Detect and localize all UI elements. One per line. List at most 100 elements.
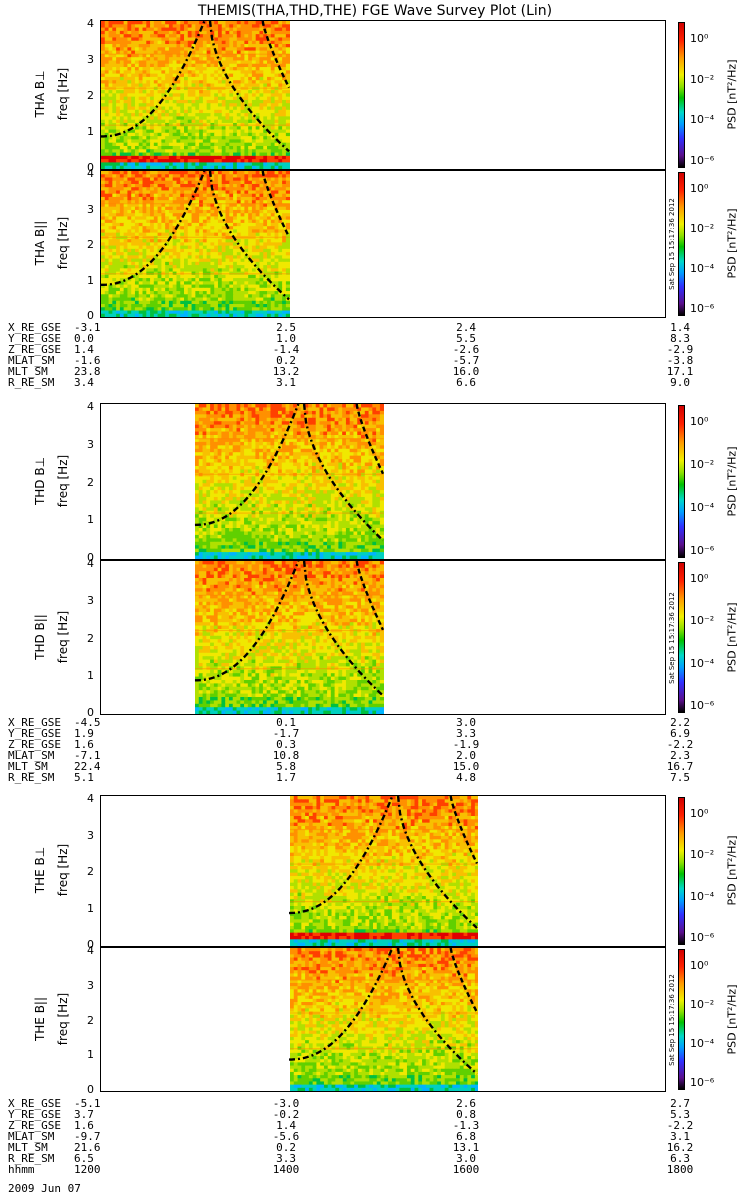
- ephemeris-row-name: X_RE_GSE: [8, 321, 61, 334]
- freq-axis-label: freq [Hz]: [56, 216, 70, 270]
- ephemeris-value: 0.1: [276, 716, 296, 729]
- colorbar-tick-label: 10⁻²: [690, 614, 715, 628]
- colorbar-tick-label: 10⁻²: [690, 222, 715, 235]
- colorbar: [678, 949, 685, 1090]
- ephemeris-row-name: Z_RE_GSE: [8, 1119, 61, 1132]
- ephemeris-value: 7.5: [670, 771, 690, 784]
- colorbar: [678, 562, 685, 713]
- freq-tick-label: 0: [87, 551, 94, 564]
- ephemeris-value: -5.1: [74, 1097, 101, 1110]
- thd-bpar-panel: [100, 560, 666, 715]
- ephemeris-value: 5.1: [74, 771, 94, 784]
- colorbar-tick-label: 10⁻⁴: [690, 656, 715, 670]
- freq-tick-label: 4: [87, 557, 94, 570]
- ephemeris-value: 1.7: [276, 771, 296, 784]
- freq-tick-label: 0: [87, 309, 94, 322]
- ephemeris-value: 6.3: [670, 1152, 690, 1165]
- freq-tick-label: 0: [87, 706, 94, 719]
- freq-tick-label: 3: [87, 978, 94, 992]
- ephemeris-value: -1.3: [452, 1119, 480, 1132]
- freq-tick-label: 0: [87, 938, 94, 951]
- ephemeris-value: -9.7: [74, 1130, 101, 1143]
- freq-axis-label: freq [Hz]: [56, 992, 70, 1045]
- ephemeris-value: 17.1: [666, 365, 694, 378]
- panel-name-label: THA B||: [33, 220, 47, 266]
- colorbar: [678, 22, 685, 168]
- ephemeris-value: 1.0: [276, 332, 296, 345]
- ephemeris-value: 2.7: [670, 1097, 690, 1110]
- ephemeris-row-name: Y_RE_GSE: [8, 332, 61, 345]
- ephemeris-value: 3.7: [74, 1108, 94, 1121]
- ephemeris-value: 5.5: [456, 332, 476, 345]
- ephemeris-value: 0.8: [456, 1108, 476, 1121]
- spectrogram-image: [101, 171, 290, 317]
- freq-tick-label: 4: [87, 792, 94, 805]
- ephemeris-row-name: X_RE_GSE: [8, 1097, 61, 1110]
- ephemeris-value: 16.7: [666, 760, 694, 773]
- colorbar-tick-label: 10⁻⁴: [690, 113, 715, 127]
- ephemeris-value: 2.4: [456, 321, 476, 334]
- ephemeris-row-name: Z_RE_GSE: [8, 343, 61, 356]
- ephemeris-value: 22.4: [74, 760, 101, 773]
- colorbar-tick-label: 10⁰: [690, 182, 709, 195]
- ephemeris-row-name: MLT_SM: [8, 1141, 48, 1154]
- colorbar-label: PSD [nT²/Hz]: [725, 59, 739, 130]
- spectrogram: [289, 796, 479, 946]
- ephemeris-value: -1.4: [272, 343, 300, 356]
- ephemeris-value: 13.1: [452, 1141, 480, 1154]
- ephemeris-value: 5.8: [276, 760, 296, 773]
- colorbar-label: PSD [nT²/Hz]: [725, 835, 739, 906]
- ephemeris-value: 16.2: [666, 1141, 694, 1154]
- freq-tick-label: 4: [87, 17, 94, 30]
- freq-tick-label: 0: [87, 161, 94, 174]
- ephemeris-row-name: MLAT_SM: [8, 354, 55, 367]
- the-bperp-panel: [100, 795, 666, 947]
- colorbar-tick-label: 10⁻⁴: [690, 889, 715, 903]
- ephemeris-value: -2.6: [452, 343, 480, 356]
- ephemeris-value: 4.8: [456, 771, 476, 784]
- freq-tick-label: 2: [87, 475, 94, 489]
- freq-tick-label: 4: [87, 944, 94, 957]
- freq-tick-label: 1: [87, 668, 94, 682]
- timestamp-stamp: Sat Sep 15 15:17:36 2012: [668, 198, 676, 290]
- freq-tick-label: 1: [87, 125, 94, 138]
- freq-tick-label: 2: [87, 631, 94, 645]
- ephemeris-value: 1200: [74, 1163, 101, 1176]
- ephemeris-value: -3.1: [74, 321, 101, 334]
- the-bpar-panel: [100, 947, 666, 1092]
- ephemeris-value: -2.2: [666, 1119, 694, 1132]
- freq-axis-label: freq [Hz]: [56, 454, 70, 507]
- ephemeris-value: 1400: [272, 1163, 300, 1176]
- ephemeris-value: 3.3: [276, 1152, 296, 1165]
- freq-axis-label: freq [Hz]: [56, 67, 70, 121]
- freq-tick-label: 3: [87, 202, 94, 216]
- ephemeris-value: 6.6: [456, 376, 476, 389]
- freq-tick-label: 1: [87, 513, 94, 527]
- ephemeris-value: -5.7: [452, 354, 480, 367]
- panel-name-label: THD B⊥: [33, 456, 47, 505]
- ephemeris-value: 1600: [452, 1163, 480, 1176]
- freq-tick-label: 3: [87, 594, 94, 608]
- ephemeris-row-name: Y_RE_GSE: [8, 1108, 61, 1121]
- ephemeris-row-name: X_RE_GSE: [8, 716, 61, 729]
- ephemeris-value: 2.0: [456, 749, 476, 762]
- ephemeris-value: 5.3: [670, 1108, 690, 1121]
- spectrogram: [101, 21, 290, 169]
- ephemeris-row-name: MLT_SM: [8, 365, 48, 378]
- panel-name-label: THE B⊥: [33, 846, 47, 894]
- panel-name-label: THE B||: [33, 996, 47, 1041]
- ephemeris-value: 1.4: [74, 343, 94, 356]
- freq-tick-label: 3: [87, 53, 94, 66]
- colorbar: [678, 172, 685, 316]
- ephemeris-value: 21.6: [74, 1141, 101, 1154]
- tha-bperp-panel: [100, 20, 666, 170]
- ephemeris-row-name: Z_RE_GSE: [8, 738, 61, 751]
- colorbar-tick-label: 10⁻⁶: [690, 154, 715, 167]
- ephemeris-value: 1800: [666, 1163, 694, 1176]
- ephemeris-value: 1.6: [74, 1119, 94, 1132]
- ephemeris-value: 6.5: [74, 1152, 94, 1165]
- freq-tick-label: 4: [87, 400, 94, 413]
- colorbar-tick-label: 10⁻⁴: [690, 1037, 715, 1050]
- spectrogram-image: [195, 561, 384, 714]
- colorbar-tick-label: 10⁰: [690, 415, 709, 428]
